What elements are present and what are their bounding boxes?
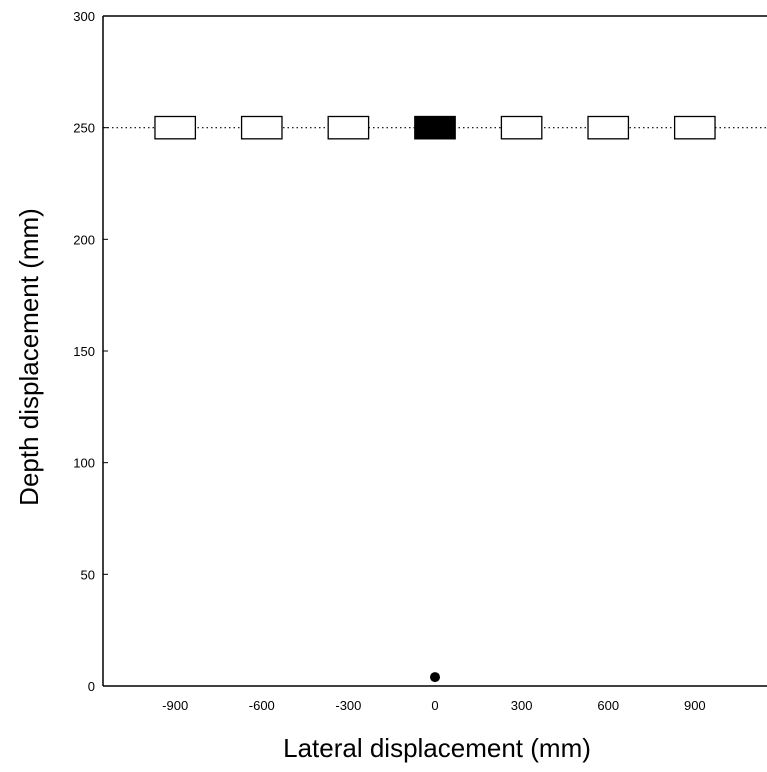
y-axis-title: Depth displacement (mm) bbox=[14, 208, 44, 506]
target-empty bbox=[154, 115, 197, 140]
y-tick-label: 50 bbox=[81, 567, 95, 582]
x-tick-label: -300 bbox=[335, 698, 361, 713]
target-empty bbox=[587, 115, 630, 140]
x-tick-label: 0 bbox=[431, 698, 438, 713]
target-empty bbox=[673, 115, 716, 140]
x-axis-title: Lateral displacement (mm) bbox=[283, 733, 591, 763]
x-tick-label: -900 bbox=[162, 698, 188, 713]
target-empty bbox=[327, 115, 370, 140]
x-tick-label: 300 bbox=[511, 698, 533, 713]
x-tick-label: 600 bbox=[597, 698, 619, 713]
y-tick-label: 300 bbox=[73, 9, 95, 24]
y-tick-label: 250 bbox=[73, 121, 95, 136]
y-tick-label: 150 bbox=[73, 344, 95, 359]
target-empty bbox=[500, 115, 543, 140]
origin-point bbox=[430, 672, 440, 683]
y-tick-label: 100 bbox=[73, 456, 95, 471]
target-filled bbox=[414, 115, 456, 140]
target-empty bbox=[240, 115, 283, 140]
x-tick-label: 900 bbox=[684, 698, 706, 713]
y-tick-label: 200 bbox=[73, 232, 95, 247]
x-tick-label: -600 bbox=[249, 698, 275, 713]
axes: 0 50 100 150 200 250 300 -900 -600 -300 0 300 600 900 bbox=[73, 9, 767, 713]
y-tick-label: 0 bbox=[88, 679, 95, 694]
chart-marks bbox=[103, 115, 767, 683]
